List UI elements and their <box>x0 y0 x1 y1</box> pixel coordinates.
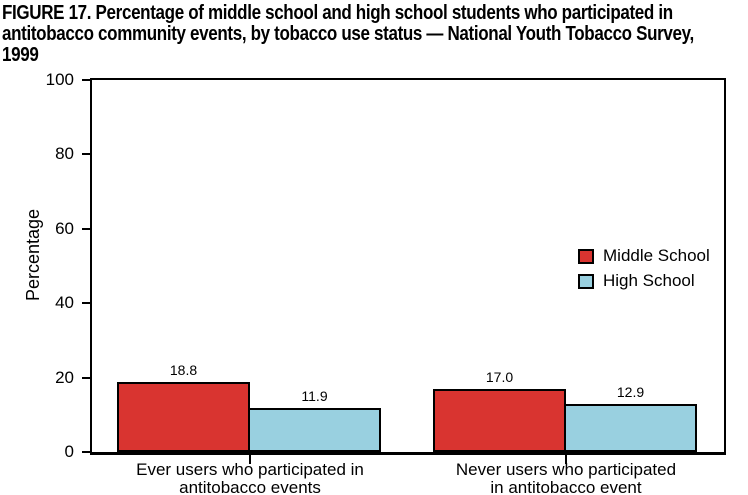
legend-item: High School <box>578 271 710 291</box>
bar-middle-school <box>117 382 250 452</box>
x-category-label-line: Never users who participated <box>455 460 677 479</box>
x-category-label-line: Ever users who participated in <box>136 460 364 479</box>
x-category-label-line: antitobacco events <box>179 478 321 495</box>
bar-value-label: 17.0 <box>485 368 514 385</box>
figure-title-line-3: 1999 <box>2 44 39 66</box>
bar-value-label: 18.8 <box>169 362 198 379</box>
y-axis-tick <box>82 79 90 81</box>
y-axis-tick-label: 40 <box>55 293 74 313</box>
y-axis-tick-label: 20 <box>55 367 74 387</box>
legend-swatch-high-school <box>578 273 594 289</box>
y-axis-tick-label: 60 <box>55 218 74 238</box>
y-axis-tick <box>82 451 90 453</box>
y-axis-tick-label: 80 <box>55 144 74 164</box>
x-category-label-line: in antitobacco event <box>490 478 642 495</box>
y-axis-tick-label: 100 <box>45 70 74 89</box>
x-axis-tick <box>249 455 251 464</box>
x-category-label: Never users who participated in antitobac… <box>396 461 736 495</box>
y-axis-tick <box>82 153 90 156</box>
legend-swatch-middle-school <box>578 248 594 264</box>
bar-high-school <box>248 407 381 452</box>
bar-middle-school <box>433 388 566 452</box>
legend: Middle School High School <box>578 246 710 296</box>
figure-title-line-1: FIGURE 17. Percentage of middle school a… <box>2 2 673 24</box>
y-axis-tick-label: 0 <box>64 442 74 461</box>
legend-label: High School <box>603 271 695 290</box>
figure-title-line-2: antitobacco community events, by tobacco… <box>2 23 694 45</box>
x-category-label: Ever users who participated in antitobacc… <box>80 461 420 495</box>
bar-value-label: 11.9 <box>301 387 328 404</box>
legend-item: Middle School <box>578 246 710 266</box>
legend-label: Middle School <box>603 246 710 265</box>
figure-title: FIGURE 17. Percentage of middle school a… <box>2 3 748 66</box>
plot-area: Middle School High School 0 20 40 60 80 100 18.… <box>46 70 726 495</box>
x-axis-tick <box>565 455 567 464</box>
y-axis-tick <box>82 302 90 305</box>
bar-value-label: 12.9 <box>616 384 645 401</box>
y-axis-tick <box>82 227 90 230</box>
y-axis-tick <box>82 376 90 379</box>
bar-high-school <box>564 404 697 452</box>
